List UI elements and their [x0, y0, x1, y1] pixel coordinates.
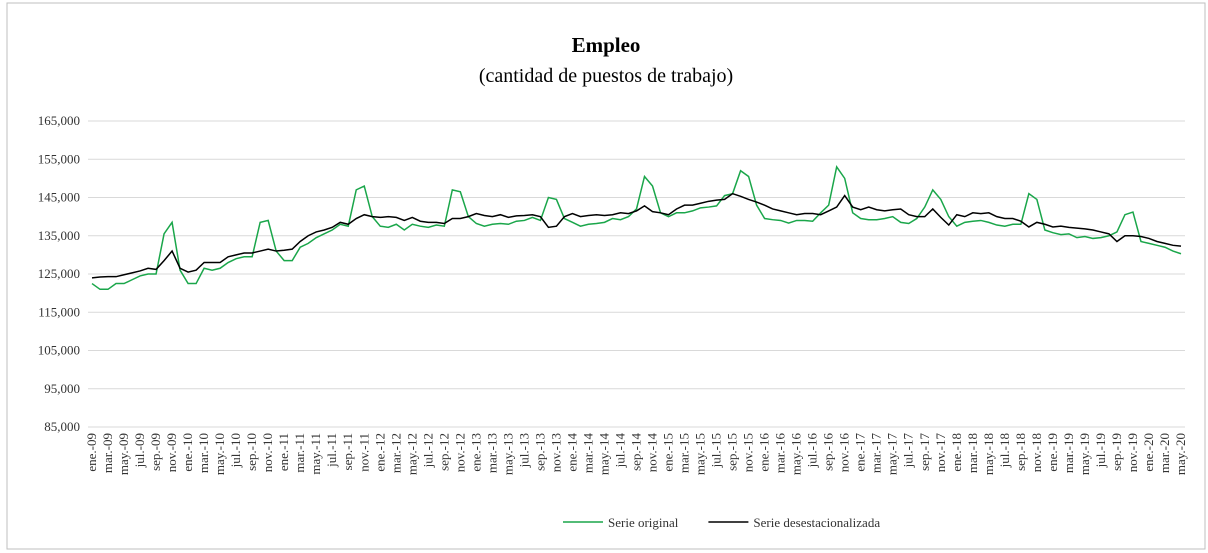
x-tick-label: jul.-19 [1093, 433, 1108, 468]
x-tick-label: nov.-18 [1029, 433, 1044, 472]
x-tick-label: jul.-13 [516, 433, 531, 468]
x-tick-label: may.-13 [500, 433, 515, 475]
chart-subtitle: (cantidad de puestos de trabajo) [479, 65, 733, 87]
y-tick-label: 85,000 [44, 419, 80, 434]
x-tick-label: mar.-18 [965, 433, 980, 473]
y-tick-label: 165,000 [38, 113, 80, 128]
x-tick-label: jul.-12 [420, 433, 435, 468]
legend-label: Serie original [608, 515, 679, 530]
x-tick-label: may.-17 [885, 433, 900, 476]
x-tick-label: sep.-13 [532, 433, 547, 471]
x-tick-label: nov.-12 [452, 433, 467, 472]
x-tick-label: ene.-19 [1045, 433, 1060, 472]
x-tick-label: nov.-13 [548, 433, 563, 472]
x-tick-label: jul.-17 [901, 433, 916, 469]
x-tick-label: jul.-11 [324, 433, 339, 468]
x-tick-label: may.-20 [1173, 433, 1188, 475]
x-tick-label: mar.-15 [677, 433, 692, 473]
x-tick-label: jul.-10 [228, 433, 243, 468]
x-tick-label: mar.-19 [1061, 433, 1076, 473]
x-tick-label: ene.-15 [661, 433, 676, 472]
x-tick-label: may.-09 [116, 433, 131, 475]
x-tick-label: ene.-18 [949, 433, 964, 472]
x-tick-label: may.-19 [1077, 433, 1092, 475]
y-tick-label: 105,000 [38, 343, 80, 358]
x-tick-label: nov.-10 [260, 433, 275, 472]
x-tick-label: ene.-09 [84, 433, 99, 472]
x-tick-label: mar.-17 [869, 433, 884, 474]
x-tick-label: sep.-18 [1013, 433, 1028, 471]
y-tick-label: 115,000 [38, 304, 80, 319]
x-tick-label: may.-11 [308, 433, 323, 475]
x-tick-label: sep.-11 [340, 433, 355, 470]
x-tick-label: mar.-14 [580, 433, 595, 474]
x-tick-label: jul.-16 [805, 433, 820, 469]
x-tick-label: sep.-19 [1109, 433, 1124, 471]
x-tick-label: mar.-11 [292, 433, 307, 473]
legend-label: Serie desestacionalizada [753, 515, 880, 530]
x-tick-label: ene.-17 [853, 433, 868, 472]
x-tick-label: nov.-16 [837, 433, 852, 473]
series-line [91, 165, 1182, 291]
x-tick-label: sep.-09 [148, 433, 163, 471]
x-tick-label: jul.-15 [709, 433, 724, 468]
chart-title: Empleo [572, 33, 641, 57]
x-tick-label: ene.-16 [757, 433, 772, 472]
x-tick-label: nov.-11 [356, 433, 371, 472]
x-tick-label: nov.-17 [933, 433, 948, 473]
x-tick-label: mar.-20 [1157, 433, 1172, 473]
x-tick-label: jul.-09 [132, 433, 147, 468]
x-tick-label: may.-12 [404, 433, 419, 475]
x-tick-label: sep.-16 [821, 433, 836, 471]
x-tick-label: ene.-13 [468, 433, 483, 472]
x-tick-label: sep.-10 [244, 433, 259, 471]
x-tick-label: nov.-15 [741, 433, 756, 472]
x-tick-label: mar.-10 [196, 433, 211, 473]
x-tick-label: may.-18 [981, 433, 996, 475]
x-tick-label: may.-14 [596, 433, 611, 476]
x-tick-label: mar.-12 [388, 433, 403, 473]
x-tick-label: ene.-14 [564, 433, 579, 472]
x-tick-label: sep.-14 [629, 433, 644, 471]
x-tick-label: sep.-15 [725, 433, 740, 471]
x-tick-label: sep.-12 [436, 433, 451, 471]
x-tick-label: ene.-20 [1141, 433, 1156, 472]
x-tick-label: ene.-10 [180, 433, 195, 472]
x-tick-label: ene.-11 [276, 433, 291, 471]
x-tick-label: mar.-09 [100, 433, 115, 473]
y-tick-label: 125,000 [38, 266, 80, 281]
x-tick-label: jul.-18 [997, 433, 1012, 468]
x-tick-label: sep.-17 [917, 433, 932, 471]
y-tick-label: 95,000 [44, 381, 80, 396]
x-tick-label: jul.-14 [612, 433, 627, 469]
chart-border [6, 2, 1206, 550]
y-tick-label: 135,000 [38, 228, 80, 243]
series-line [91, 192, 1182, 279]
x-tick-label: nov.-14 [645, 433, 660, 473]
x-tick-label: may.-15 [693, 433, 708, 475]
x-tick-label: nov.-19 [1125, 433, 1140, 472]
x-tick-label: mar.-16 [773, 433, 788, 474]
x-tick-label: mar.-13 [484, 433, 499, 473]
x-tick-label: nov.-09 [164, 433, 179, 472]
x-tick-label: may.-10 [212, 433, 227, 475]
y-tick-label: 145,000 [38, 190, 80, 205]
y-tick-label: 155,000 [38, 151, 80, 166]
x-tick-label: ene.-12 [372, 433, 387, 472]
x-tick-label: may.-16 [789, 433, 804, 476]
